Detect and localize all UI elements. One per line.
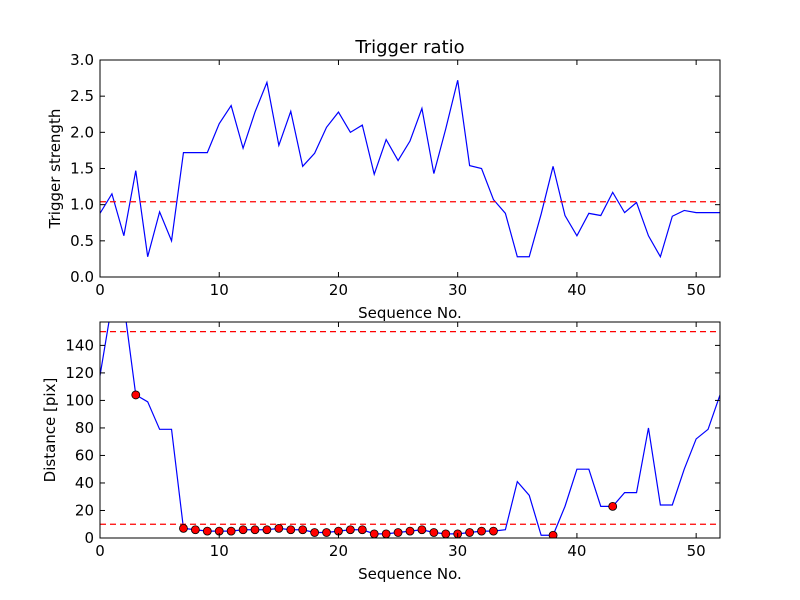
top-y-tick-label: 0.0 bbox=[70, 268, 94, 286]
bottom-x-tick-label: 10 bbox=[210, 542, 229, 560]
top-y-tick-label: 2.0 bbox=[70, 123, 94, 141]
bottom-x-tick-label: 0 bbox=[95, 542, 105, 560]
bottom-y-tick-label: 120 bbox=[65, 364, 94, 382]
top-x-tick-label: 40 bbox=[567, 281, 586, 299]
bottom-marker-point bbox=[489, 526, 498, 536]
bottom-x-tick-label: 50 bbox=[687, 542, 706, 560]
bottom-y-tick-label: 100 bbox=[65, 391, 94, 409]
bottom-y-tick-label: 140 bbox=[65, 336, 94, 354]
bottom-marker-point bbox=[274, 523, 284, 533]
top-plot-background bbox=[100, 60, 720, 277]
top-y-tick-label: 2.5 bbox=[70, 87, 94, 105]
bottom-marker-point bbox=[369, 529, 379, 538]
bottom-marker-point bbox=[131, 390, 141, 400]
bottom-marker-point bbox=[310, 528, 320, 537]
bottom-x-tick-label: 20 bbox=[329, 542, 348, 560]
top-y-tick-label: 0.5 bbox=[70, 232, 94, 250]
top-ticks-group: 0 10 20 30 40 50 0.0 0.5 1.0 1.5 2.0 2.5 3.0 bbox=[70, 51, 720, 299]
top-y-tick-label: 1.0 bbox=[70, 196, 94, 214]
bottom-subplot: 0 10 20 30 40 50 0 20 40 60 80 100 120 140 Sequence N… bbox=[41, 321, 721, 583]
bottom-marker-point bbox=[202, 526, 212, 536]
top-y-tick-label: 3.0 bbox=[70, 51, 94, 69]
bottom-marker-point bbox=[357, 525, 367, 535]
bottom-marker-point bbox=[417, 525, 427, 535]
bottom-series-group bbox=[100, 322, 720, 538]
bottom-marker-point bbox=[238, 525, 248, 535]
bottom-marker-point bbox=[226, 526, 236, 536]
bottom-y-tick-label: 80 bbox=[75, 419, 94, 437]
bottom-plot-frame bbox=[99, 321, 721, 539]
bottom-plot-background bbox=[100, 322, 720, 538]
top-x-tick-label: 10 bbox=[210, 281, 229, 299]
bottom-ticks-group: 0 10 20 30 40 50 0 20 40 60 80 100 120 140 bbox=[65, 322, 720, 560]
bottom-marker-point bbox=[179, 523, 188, 533]
bottom-marker-point bbox=[286, 525, 296, 535]
top-x-axis-label: Sequence No. bbox=[358, 304, 462, 322]
bottom-marker-point bbox=[548, 530, 558, 538]
top-x-tick-label: 20 bbox=[329, 281, 348, 299]
top-x-tick-label: 50 bbox=[687, 281, 706, 299]
top-x-tick-label: 0 bbox=[95, 281, 105, 299]
bottom-marker-point bbox=[393, 528, 403, 537]
bottom-marker-point bbox=[465, 528, 475, 537]
bottom-x-tick-label: 30 bbox=[448, 542, 467, 560]
bottom-y-tick-label: 40 bbox=[75, 474, 94, 492]
top-data-line bbox=[100, 80, 720, 259]
bottom-marker-point bbox=[477, 526, 486, 536]
bottom-marker-point bbox=[345, 525, 355, 535]
top-y-tick-label: 1.5 bbox=[70, 160, 94, 178]
bottom-y-tick-label: 0 bbox=[84, 529, 94, 547]
bottom-marker-point bbox=[405, 526, 415, 536]
bottom-x-tick-label: 40 bbox=[567, 542, 586, 560]
bottom-marker-point bbox=[250, 525, 260, 535]
bottom-y-axis-label: Distance [pix] bbox=[41, 378, 59, 483]
bottom-marker-point bbox=[441, 529, 451, 538]
top-x-tick-label: 30 bbox=[448, 281, 467, 299]
bottom-x-axis-label: Sequence No. bbox=[358, 565, 462, 583]
bottom-marker-point bbox=[381, 529, 391, 538]
bottom-marker-point bbox=[608, 501, 618, 511]
top-plot-frame bbox=[99, 59, 721, 278]
bottom-marker-point bbox=[322, 528, 331, 537]
bottom-marker-point bbox=[262, 525, 272, 535]
top-chart-title: Trigger ratio bbox=[354, 37, 464, 58]
bottom-marker-point bbox=[298, 525, 308, 535]
top-series-group bbox=[100, 80, 720, 259]
bottom-y-tick-label: 60 bbox=[75, 446, 94, 464]
bottom-marker-point bbox=[190, 525, 200, 535]
bottom-y-tick-label: 20 bbox=[75, 501, 94, 519]
bottom-marker-point bbox=[429, 528, 439, 537]
top-y-axis-label: Trigger strength bbox=[46, 109, 64, 230]
top-subplot: 0 10 20 30 40 50 0.0 0.5 1.0 1.5 2.0 2.5 3.0 Trigger… bbox=[46, 37, 721, 322]
